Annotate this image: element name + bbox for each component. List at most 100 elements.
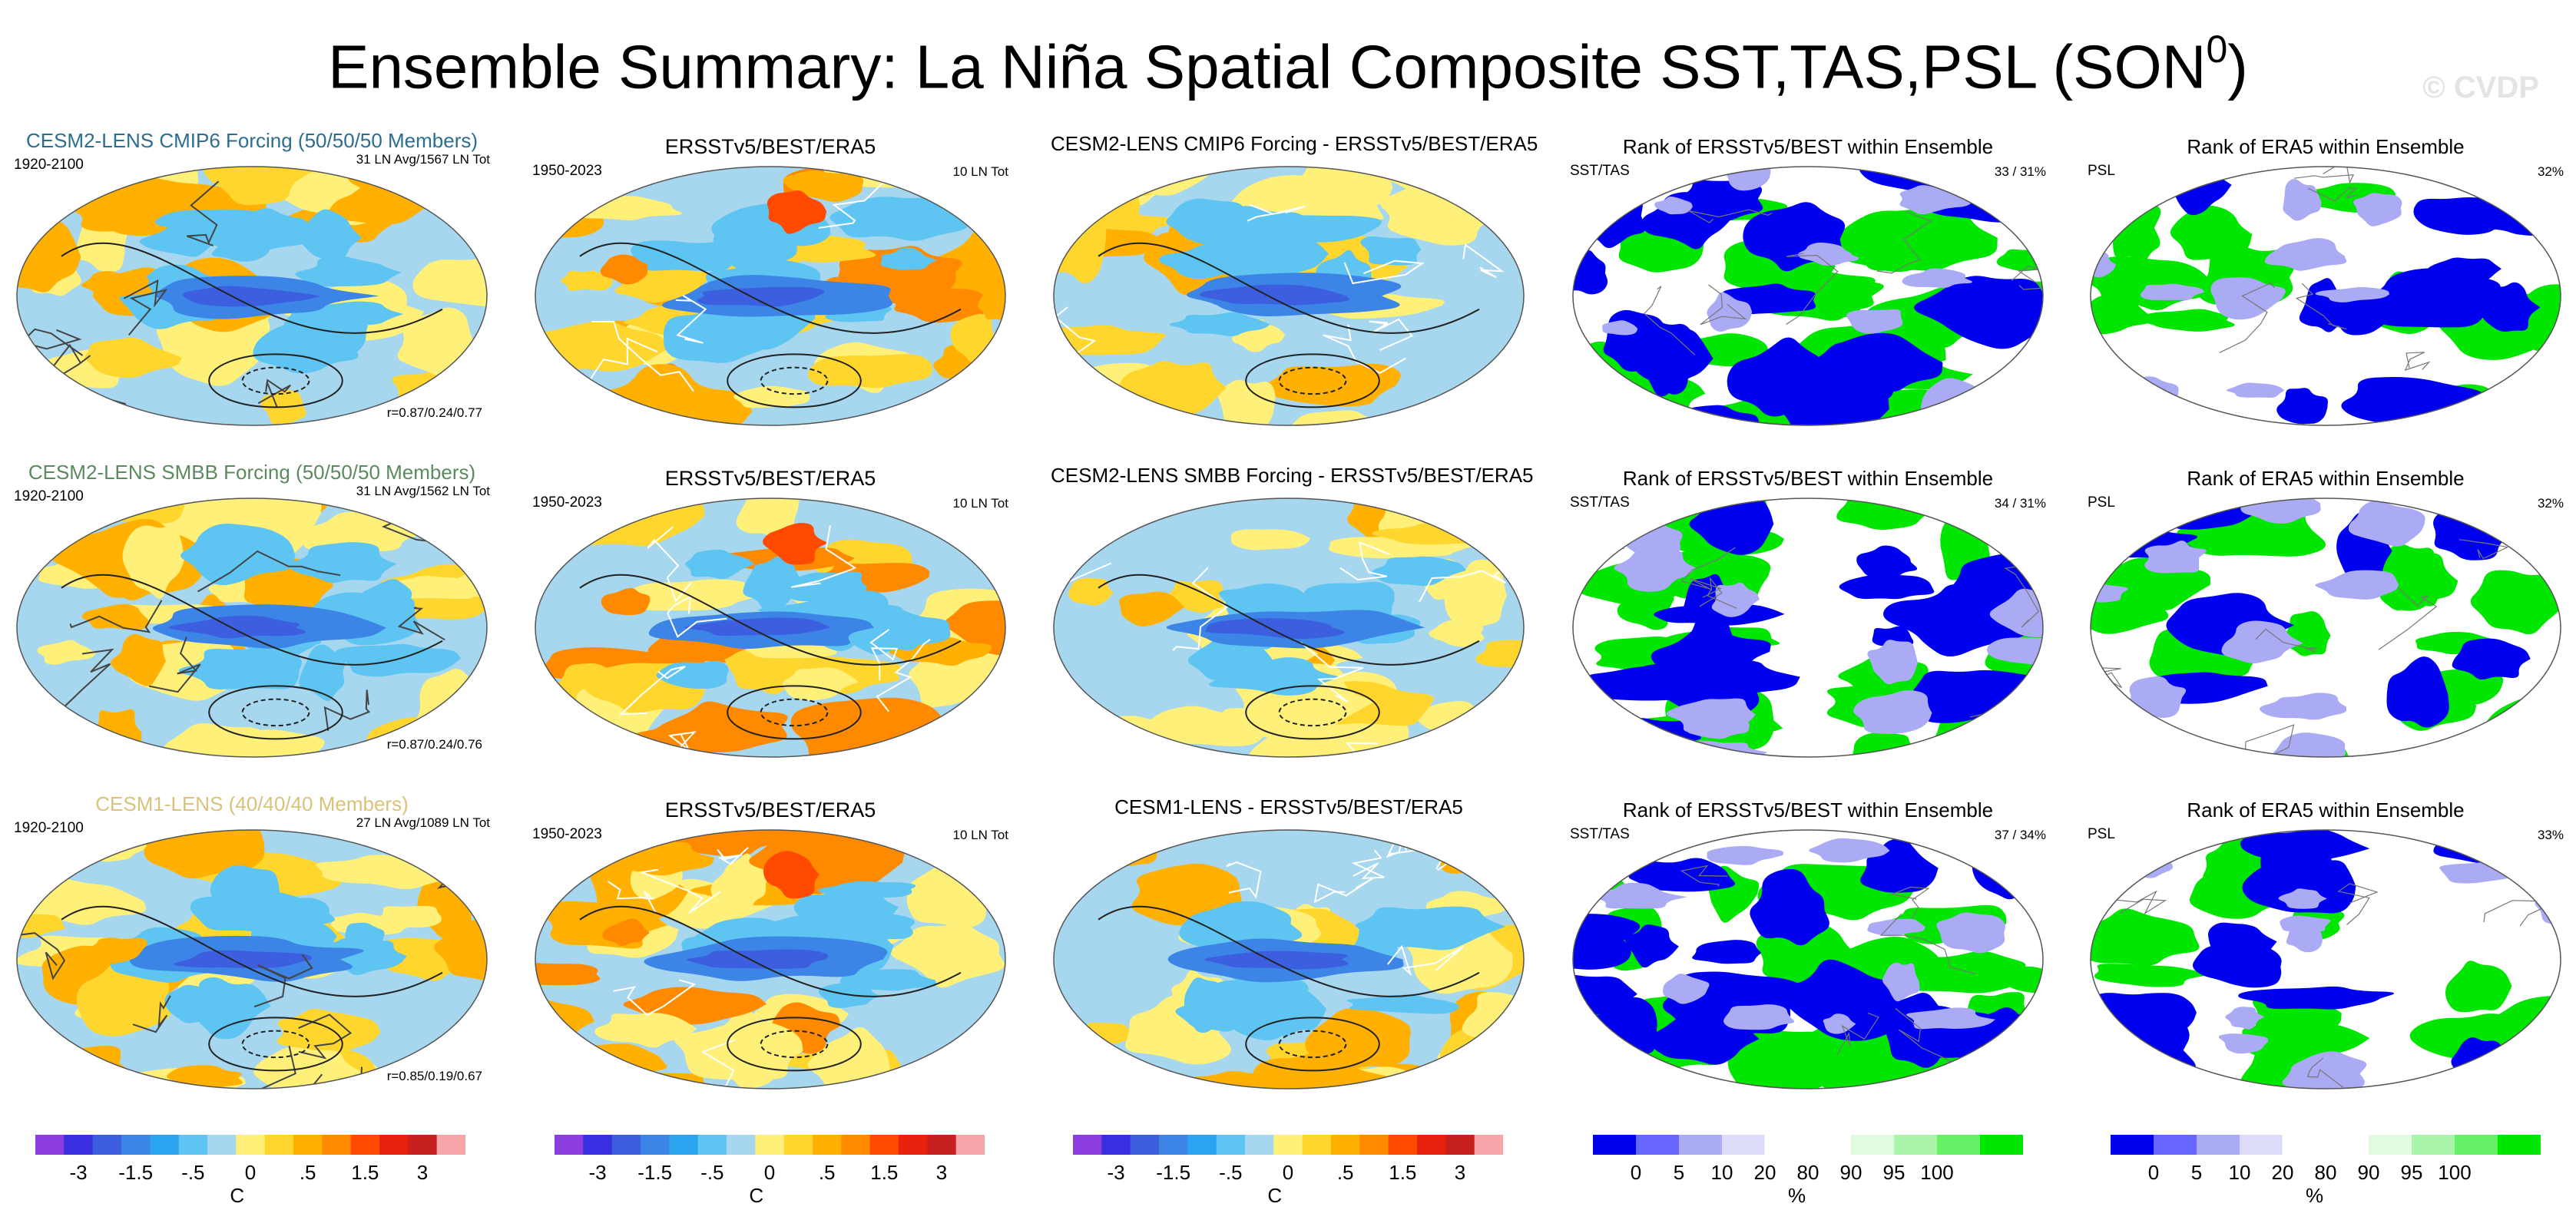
panel-title: ERSSTv5/BEST/ERA5	[664, 798, 876, 822]
coastline	[186, 180, 220, 246]
panel-title: Rank of ERSSTv5/BEST within Ensemble	[1622, 135, 1994, 158]
coastline	[2458, 539, 2509, 560]
psl-contour	[1245, 685, 1380, 740]
colorbar-anomaly-obs: -3 -1.5 -.5 0 .5 1.5 3 C	[555, 1135, 985, 1212]
warm-anomaly-region	[535, 835, 627, 859]
cold-tongue-core	[684, 617, 831, 636]
colorbar-rank-psl: 0 5 10 20 80 90 95 100%	[2111, 1134, 2541, 1212]
psl-contour-negative	[241, 366, 310, 395]
high-rank-region	[1574, 389, 1639, 415]
warm-anomaly-region	[651, 701, 788, 753]
colorbar-swatch	[293, 1135, 323, 1155]
colorbar-swatch	[1245, 1135, 1274, 1155]
panel-title: Rank of ERSSTv5/BEST within Ensemble	[1622, 467, 1994, 490]
colorbar-swatch	[697, 1135, 727, 1155]
warm-anomaly-region	[202, 167, 313, 205]
colorbar-swatch	[379, 1135, 409, 1155]
warm-anomaly-region	[736, 498, 800, 542]
map-border	[16, 498, 488, 758]
colorbar-swatch	[641, 1135, 670, 1155]
map-border	[2090, 166, 2561, 426]
cold-tongue-core	[1199, 284, 1350, 306]
cool-anomaly-region	[1346, 994, 1459, 1014]
panel-count: 10 LN Tot	[952, 828, 1008, 842]
colorbar-tick-label: 10	[1710, 1161, 1733, 1184]
mid-low-rank-region	[2113, 1076, 2177, 1089]
colorbar-swatch	[2240, 1135, 2283, 1155]
mid-low-rank-region	[1853, 690, 1932, 735]
cool-anomaly-region	[1372, 556, 1466, 587]
panel-rank-percent: 32%	[2537, 496, 2564, 511]
colorbar-tick-label: -1.5	[118, 1161, 154, 1184]
cool-anomaly-region	[880, 247, 937, 270]
low-rank-region	[1624, 924, 1679, 968]
low-rank-region	[2006, 498, 2043, 534]
cool-anomaly-region	[1360, 236, 1422, 266]
coastline	[613, 979, 697, 1017]
coastline	[1895, 1008, 1952, 1065]
colorbar-swatch	[2282, 1134, 2326, 1156]
warm-anomaly-core	[767, 190, 827, 234]
panel-rank-sst-row1: Rank of ERSSTv5/BEST within Ensemble SST/…	[1570, 129, 2046, 428]
low-rank-region	[2238, 986, 2395, 1010]
psl-contour-negative	[760, 366, 829, 395]
mid-low-rank-region	[1867, 918, 1925, 937]
colorbar-tick-label: -.5	[1219, 1161, 1243, 1184]
psl-contour	[727, 353, 862, 408]
coastline	[2294, 167, 2355, 184]
mid-low-rank-region	[1614, 546, 1696, 592]
global-map	[535, 498, 1006, 758]
colorbar-swatch	[322, 1135, 352, 1155]
colorbar-swatch	[899, 1135, 928, 1155]
colorbar-swatch	[2455, 1135, 2498, 1155]
coastline	[717, 847, 749, 865]
coastline	[618, 666, 686, 716]
coastline	[2337, 883, 2379, 925]
colorbar-tick-label: -.5	[700, 1161, 724, 1184]
low-rank-region	[1785, 959, 1906, 1041]
low-rank-region	[1692, 940, 1762, 964]
high-rank-region	[2470, 570, 2561, 635]
mid-low-rank-region	[1797, 242, 1852, 264]
mid-low-rank-region	[2221, 620, 2304, 664]
coastline	[1419, 557, 1521, 603]
warm-anomaly-region	[807, 354, 933, 388]
coastline	[791, 525, 857, 588]
psl-contour-negative	[1278, 1030, 1347, 1059]
colorbar-swatch	[150, 1135, 180, 1155]
warm-anomaly-region	[205, 498, 322, 556]
coastline	[1345, 742, 1460, 757]
colorbar-swatch	[1980, 1135, 2024, 1155]
warm-anomaly-region	[594, 1013, 697, 1048]
cool-anomaly-region	[335, 643, 462, 677]
colorbar-tick-label: 3	[935, 1161, 948, 1184]
warm-anomaly-region	[434, 916, 487, 981]
colorbar-swatches	[2111, 1134, 2541, 1156]
cool-anomaly-region	[203, 208, 307, 254]
panel-obs-row2: ERSSTv5/BEST/ERA5 1950-2023 10 LN Tot	[532, 461, 1008, 760]
panel-rank-percent: 33 / 31%	[1994, 164, 2046, 179]
warm-anomaly-region	[111, 633, 166, 686]
panel-variable: SST/TAS	[1570, 163, 1630, 179]
low-rank-region	[2004, 523, 2043, 554]
low-rank-region	[1828, 332, 1943, 392]
colorbar-tick-label: .5	[299, 1161, 316, 1184]
psl-contour	[727, 685, 862, 740]
colorbar-swatches	[1593, 1134, 2024, 1156]
colorbar-swatch	[64, 1135, 94, 1155]
panel-variable: PSL	[2088, 494, 2115, 511]
colorbar-swatch	[2325, 1134, 2369, 1156]
warm-anomaly-region	[17, 167, 98, 202]
cool-anomaly-region	[663, 309, 787, 363]
warm-anomaly-region	[978, 293, 1005, 323]
warm-anomaly-region	[55, 1046, 128, 1079]
global-map	[1572, 498, 2044, 758]
warm-anomaly-region	[184, 728, 325, 757]
panel-title: CESM2-LENS CMIP6 Forcing - ERSSTv5/BEST/…	[1051, 132, 1538, 155]
cold-tongue-core	[168, 615, 306, 639]
high-rank-region	[1992, 709, 2043, 749]
mid-low-rank-region	[2218, 1033, 2268, 1054]
panel-title: Rank of ERA5 within Ensemble	[2187, 798, 2465, 822]
colorbar-swatches	[555, 1135, 985, 1155]
map-border	[1572, 829, 2044, 1089]
